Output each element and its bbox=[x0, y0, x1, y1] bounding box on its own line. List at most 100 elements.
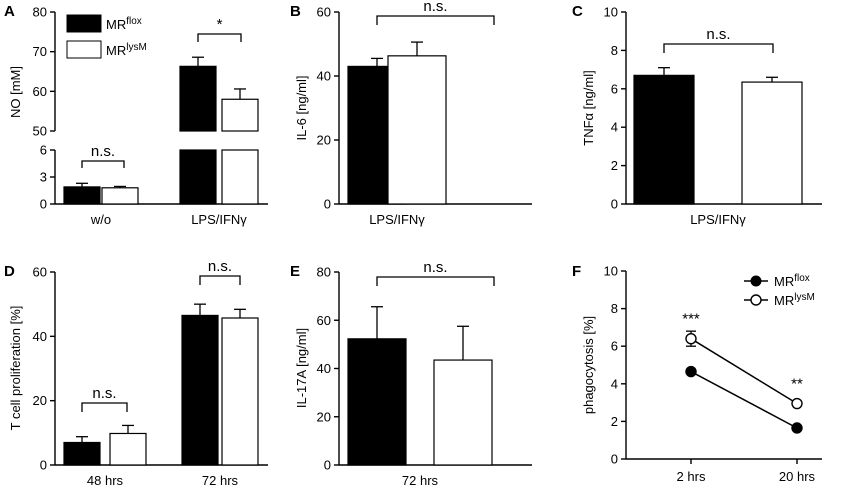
y-tick-label: 6 bbox=[40, 143, 47, 158]
legend-label-flox: MRflox bbox=[106, 16, 142, 32]
bar-MRflox bbox=[633, 74, 695, 205]
x-category-label: 72 hrs bbox=[402, 473, 439, 488]
x-category-label: 48 hrs bbox=[87, 473, 124, 488]
data-point-MRflox bbox=[791, 422, 803, 434]
x-category-label: LPS/IFNγ bbox=[369, 212, 425, 227]
panel-d-sig-1-label: n.s. bbox=[208, 258, 232, 275]
sig-a-lps-label: * bbox=[217, 16, 223, 33]
legend-f-flox-sup: flox bbox=[794, 273, 810, 284]
bar-MRflox bbox=[63, 441, 101, 466]
series-line-MRlysM bbox=[690, 338, 798, 405]
series-line-MRflox bbox=[690, 370, 798, 429]
panel-d-sig-1-bracket bbox=[199, 275, 241, 285]
y-tick-label: 20 bbox=[33, 393, 47, 408]
bar-MRlysM bbox=[221, 98, 259, 132]
bar-MRflox bbox=[179, 65, 217, 132]
y-tick-label: 60 bbox=[33, 265, 47, 280]
x-category-label: LPS/IFNγ bbox=[191, 212, 247, 227]
legend-flox-base: MR bbox=[106, 17, 126, 32]
panel-c: C 0 2 4 6 8 10 TNFα [ng/ml] LPS/IFNγ n.s. bbox=[572, 3, 822, 227]
legend-label-lysm: MRlysM bbox=[106, 42, 147, 58]
x-category-label: LPS/IFNγ bbox=[690, 212, 746, 227]
y-tick-label: 60 bbox=[317, 313, 331, 328]
data-point-MRflox bbox=[685, 365, 697, 378]
y-tick-label: 8 bbox=[611, 301, 618, 316]
y-tick-label: 70 bbox=[33, 44, 47, 59]
y-axis-label: phagocytosis [%] bbox=[581, 316, 596, 414]
y-axis-label: NO [mM] bbox=[8, 66, 23, 118]
legend-label-flox: MRflox bbox=[774, 273, 810, 289]
panel-label: B bbox=[290, 3, 301, 20]
panel-e: E 0 20 40 60 80 IL-17A [ng/ml] 72 hrs n.s. bbox=[290, 259, 532, 488]
sig-a-lps-bracket bbox=[197, 33, 242, 42]
panel-label: E bbox=[290, 263, 300, 280]
panel-d-sig-0-label: n.s. bbox=[92, 385, 116, 402]
legend-lysm-base: MR bbox=[106, 43, 126, 58]
panel-d-sig-0-bracket bbox=[81, 402, 128, 412]
y-tick-label: 10 bbox=[604, 264, 618, 279]
data-point-MRlysM bbox=[791, 397, 803, 410]
y-axis-label: IL-6 [ng/ml] bbox=[294, 75, 309, 140]
panel-b: B 0 20 40 60 IL-6 [ng/ml] LPS/IFNγ n.s. bbox=[290, 0, 532, 227]
panel-e-sig-0-bracket bbox=[376, 276, 495, 286]
x-category-label: 72 hrs bbox=[202, 473, 239, 488]
x-category-label: 2 hrs bbox=[677, 469, 706, 484]
y-tick-label: 6 bbox=[611, 81, 618, 96]
y-axis-label: T cell proliferation [%] bbox=[8, 306, 23, 431]
data-point-MRlysM bbox=[685, 332, 697, 345]
legend-label-lysm: MRlysM bbox=[774, 292, 815, 308]
x-category-label: w/o bbox=[90, 212, 111, 227]
y-tick-label: 0 bbox=[324, 458, 331, 473]
y-tick-label: 40 bbox=[33, 329, 47, 344]
bar-MRlysM-lower bbox=[221, 149, 259, 205]
legend-swatch-flox bbox=[66, 14, 102, 33]
panel-d: D 0 20 40 60 T cell proliferation [%] 48 hrs 72… bbox=[4, 258, 268, 488]
y-tick-label: 40 bbox=[317, 361, 331, 376]
bar-MRlysM bbox=[101, 187, 139, 205]
legend-marker-flox bbox=[750, 275, 762, 287]
sig-a-wo-bracket bbox=[81, 160, 125, 168]
y-tick-label: 2 bbox=[611, 414, 618, 429]
bar-MRlysM bbox=[109, 432, 147, 466]
x-category-label: 20 hrs bbox=[779, 469, 816, 484]
y-tick-label: 80 bbox=[33, 5, 47, 20]
legend-f-lysm-base: MR bbox=[774, 293, 794, 308]
panel-label: D bbox=[4, 263, 15, 280]
y-tick-label: 0 bbox=[40, 197, 47, 212]
panel-c-sig-0-label: n.s. bbox=[706, 26, 730, 43]
y-tick-label: 6 bbox=[611, 339, 618, 354]
sig-label: *** bbox=[682, 311, 700, 328]
panel-label: F bbox=[572, 263, 581, 280]
legend-marker-lysm bbox=[750, 294, 762, 306]
sig-a-wo-label: n.s. bbox=[91, 143, 115, 160]
y-axis-label: IL-17A [ng/ml] bbox=[294, 328, 309, 408]
y-axis-label: TNFα [ng/ml] bbox=[581, 70, 596, 145]
y-tick-label: 0 bbox=[324, 197, 331, 212]
y-tick-label: 60 bbox=[317, 5, 331, 20]
y-tick-label: 10 bbox=[604, 5, 618, 20]
bar-MRlysM bbox=[221, 317, 259, 466]
y-tick-label: 40 bbox=[317, 69, 331, 84]
panel-b-sig-0-label: n.s. bbox=[423, 0, 447, 15]
bar-MRflox bbox=[63, 186, 101, 205]
bar-MRlysM bbox=[433, 359, 493, 466]
panel-label: C bbox=[572, 3, 583, 20]
y-tick-label: 50 bbox=[33, 124, 47, 139]
legend-lysm-sup: lysM bbox=[126, 42, 147, 53]
bar-MRflox bbox=[181, 314, 219, 466]
y-tick-label: 20 bbox=[317, 133, 331, 148]
y-tick-label: 4 bbox=[611, 376, 618, 391]
panel-label: A bbox=[4, 3, 15, 20]
y-tick-label: 8 bbox=[611, 43, 618, 58]
y-tick-label: 0 bbox=[611, 197, 618, 212]
y-tick-label: 2 bbox=[611, 158, 618, 173]
bar-MRlysM bbox=[741, 81, 803, 205]
legend-swatch-lysm bbox=[66, 40, 102, 59]
panel-c-sig-0-bracket bbox=[663, 43, 774, 53]
panel-b-sig-0-bracket bbox=[376, 15, 495, 25]
legend-f-flox-base: MR bbox=[774, 274, 794, 289]
legend-f-lysm-sup: lysM bbox=[794, 292, 815, 303]
